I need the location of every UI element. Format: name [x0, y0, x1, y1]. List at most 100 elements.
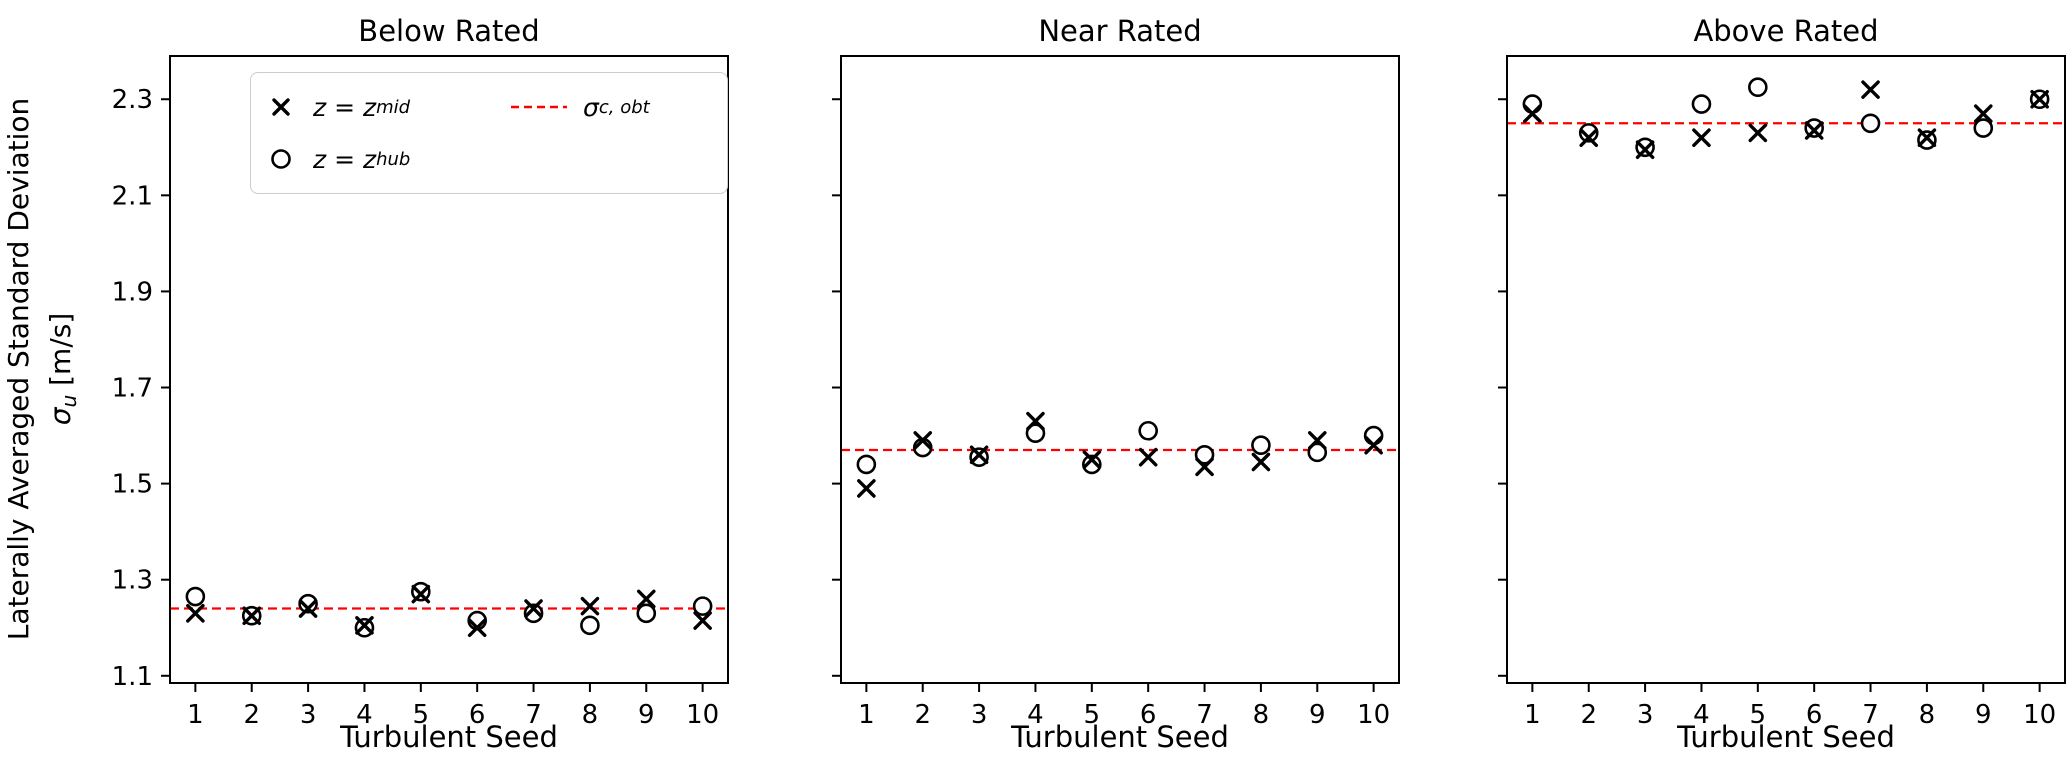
subplot-near-rated: Near Rated 1 2 3 4 5 6 7 8 9 10 Turbulent Seed: [832, 0, 1400, 767]
data-point-circle: [1973, 118, 1994, 138]
x-tick-label: 7: [1196, 700, 1213, 730]
data-point-circle: [1251, 435, 1271, 455]
legend-label-zmid: z = z mid: [313, 92, 411, 122]
x-tick-label: 7: [525, 700, 542, 730]
data-point-circle: [1307, 442, 1328, 463]
data-point-circle: [636, 603, 657, 624]
x-tick-label: 6: [1806, 700, 1823, 730]
data-point-circle: [580, 615, 600, 636]
y-tick-label: 2.1: [112, 181, 153, 211]
data-point-circle: [185, 586, 206, 607]
data-point-circle: [1025, 423, 1046, 443]
data-point-circle: [856, 454, 877, 475]
data-point-circle: [1748, 77, 1768, 98]
data-point-circle: [1860, 113, 1881, 134]
axes-frame: [169, 55, 729, 684]
x-tick-label: 3: [971, 700, 988, 730]
dashed-line-icon: [511, 105, 567, 109]
data-point-x: [1861, 80, 1880, 99]
x-tick-label: 5: [1750, 700, 1767, 730]
y-axis-label: Laterally Averaged Standard Deviation σu…: [0, 0, 86, 767]
y-tick-label: 2.3: [112, 85, 153, 115]
data-point-x: [2030, 89, 2049, 109]
x-tick-label: 1: [187, 700, 204, 730]
data-point-x: [693, 611, 712, 630]
data-point-x: [1917, 128, 1937, 147]
x-tick-label: 2: [1580, 700, 1597, 730]
x-tick-label: 9: [638, 700, 655, 730]
legend-label-zhub: z = z hub: [313, 144, 411, 174]
y-tick-label: 1.5: [112, 470, 153, 500]
data-point-x: [1364, 435, 1383, 455]
x-tick-label: 6: [469, 700, 486, 730]
data-point-circle: [1691, 94, 1712, 114]
x-tick-label: 3: [1637, 700, 1654, 730]
x-tick-label: 9: [1975, 700, 1992, 730]
data-point-x: [411, 584, 431, 604]
plot-area-above-rated: 1 2 3 4 5 6 7 8 9 10: [1498, 55, 2066, 730]
data-point-x: [913, 431, 933, 450]
data-point-x: [1692, 128, 1711, 147]
data-point-x: [1082, 450, 1102, 469]
data-point-x: [636, 589, 656, 609]
circle-marker-icon: [271, 149, 291, 169]
data-point-x: [969, 445, 989, 465]
data-point-circle: [1194, 444, 1215, 465]
x-tick-label: 6: [1140, 700, 1157, 730]
sigma-symbol: σ: [44, 407, 77, 426]
legend: z = z mid σ c, obt z = z hu: [250, 72, 728, 194]
x-tick-label: 4: [356, 700, 373, 730]
y-axis-label-line1: Laterally Averaged Standard Deviation: [2, 97, 35, 641]
y-axis-label-line2: σu [m/s]: [40, 0, 90, 767]
subplot-below-rated: Below Rated 1.1 1.3 1.5 1.7 1.9 2.1 2.3 1 2 3 4 5 6 7…: [112, 0, 729, 767]
data-point-circle: [1138, 420, 1158, 441]
data-point-circle: [1578, 123, 1599, 143]
x-tick-label: 2: [914, 700, 931, 730]
data-point-x: [580, 596, 600, 616]
data-point-x: [1804, 121, 1824, 140]
x-tick-label: 8: [1253, 700, 1270, 730]
data-point-x: [298, 599, 318, 618]
x-marker-icon: [272, 98, 290, 116]
plot-area-below-rated: 1.1 1.3 1.5 1.7 1.9 2.1 2.3 1 2 3 4 5 6 7 8 9 10: [112, 55, 729, 730]
data-point-x: [857, 479, 876, 498]
legend-label-sigma-c-obt: σ c, obt: [583, 92, 650, 122]
data-point-x: [1195, 457, 1214, 477]
subplot-title-below-rated: Below Rated: [358, 14, 540, 48]
y-tick-label: 1.1: [112, 662, 153, 692]
x-tick-label: 8: [1919, 700, 1936, 730]
x-tick-label: 10: [2023, 700, 2056, 730]
y-axis-units: [m/s]: [44, 312, 77, 395]
subplot-above-rated: Above Rated 1 2 3 4 5 6 7 8 9 10 Turbulent Seed: [1498, 0, 2066, 767]
y-tick-label: 1.7: [112, 374, 153, 404]
x-tick-label: 4: [1693, 700, 1710, 730]
x-axis-label-near-rated: Turbulent Seed: [1011, 720, 1229, 754]
x-tick-label: 4: [1027, 700, 1044, 730]
x-tick-label: 10: [686, 700, 719, 730]
data-point-x: [1251, 452, 1271, 472]
x-tick-label: 5: [1084, 700, 1101, 730]
data-point-x: [1579, 128, 1599, 147]
y-tick-label: 1.9: [112, 277, 153, 307]
y-tick-label: 1.3: [112, 566, 153, 596]
data-point-x: [1635, 140, 1655, 159]
axes-frame: [1506, 55, 2066, 684]
data-point-circle: [523, 603, 544, 624]
subplot-title-above-rated: Above Rated: [1693, 14, 1879, 48]
data-point-circle: [298, 593, 318, 614]
data-point-x: [467, 618, 487, 638]
x-tick-label: 10: [1357, 700, 1390, 730]
data-point-x: [1523, 104, 1542, 123]
data-point-circle: [692, 596, 713, 616]
x-tick-label: 1: [858, 700, 875, 730]
x-tick-label: 8: [582, 700, 599, 730]
x-axis-label-below-rated: Turbulent Seed: [340, 720, 558, 754]
data-point-x: [1138, 447, 1158, 467]
plot-area-near-rated: 1 2 3 4 5 6 7 8 9 10: [832, 55, 1400, 730]
subplot-title-near-rated: Near Rated: [1038, 14, 1202, 48]
x-tick-label: 5: [413, 700, 430, 730]
data-point-circle: [1082, 454, 1102, 475]
x-tick-label: 7: [1862, 700, 1879, 730]
sigma-subscript: u: [57, 394, 82, 408]
